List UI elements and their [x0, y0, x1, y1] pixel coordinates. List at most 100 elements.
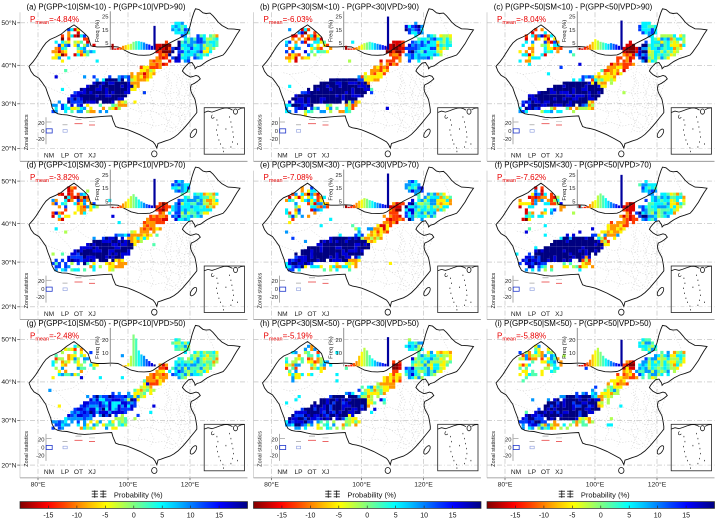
svg-text:LP: LP — [61, 469, 70, 476]
svg-text:OT: OT — [541, 469, 550, 476]
svg-text:LP: LP — [528, 469, 537, 476]
svg-text:15: 15 — [569, 186, 575, 192]
svg-text:0: 0 — [365, 513, 369, 520]
svg-text:XJ: XJ — [555, 469, 563, 476]
svg-text:-15: -15 — [277, 513, 287, 520]
svg-text:20: 20 — [272, 437, 278, 443]
svg-text:15: 15 — [336, 28, 342, 34]
svg-text:NM: NM — [44, 469, 54, 476]
svg-text:10: 10 — [102, 351, 108, 357]
svg-text:-20: -20 — [503, 453, 511, 459]
svg-text:Pmean=-7.62%: Pmean=-7.62% — [497, 173, 546, 184]
svg-text:5: 5 — [572, 199, 575, 205]
svg-text:15: 15 — [449, 513, 457, 520]
svg-text:NM: NM — [511, 311, 521, 318]
svg-text:-20: -20 — [270, 137, 278, 143]
svg-text:100°E: 100°E — [119, 480, 138, 488]
svg-text:OT: OT — [307, 153, 316, 160]
svg-text:25: 25 — [102, 15, 108, 21]
svg-text:OT: OT — [74, 469, 83, 476]
svg-text:5: 5 — [339, 199, 342, 205]
svg-text:Freq (%): Freq (%) — [329, 336, 335, 359]
svg-text:30°N: 30°N — [1, 100, 16, 108]
svg-text:LP: LP — [294, 469, 303, 476]
svg-text:0: 0 — [275, 129, 278, 135]
svg-text:15: 15 — [569, 28, 575, 34]
svg-text:Pmean=-4.84%: Pmean=-4.84% — [30, 15, 79, 26]
svg-text:XJ: XJ — [322, 469, 330, 476]
svg-text:Freq (%): Freq (%) — [95, 20, 101, 43]
svg-text:15: 15 — [102, 28, 108, 34]
svg-text:25: 25 — [336, 15, 342, 21]
svg-text:Pmean=-8.04%: Pmean=-8.04% — [497, 15, 546, 26]
svg-text:-10: -10 — [539, 513, 549, 520]
svg-text:LP: LP — [528, 153, 537, 160]
svg-text:0: 0 — [41, 129, 44, 135]
svg-text:OT: OT — [74, 311, 83, 318]
svg-text:-20: -20 — [36, 295, 44, 301]
svg-text:0: 0 — [132, 513, 136, 520]
svg-text:5: 5 — [627, 513, 631, 520]
svg-text:0: 0 — [41, 287, 44, 293]
svg-text:30°N: 30°N — [1, 258, 16, 266]
svg-text:5: 5 — [105, 41, 108, 47]
svg-text:25: 25 — [336, 173, 342, 179]
svg-text:Probability (%): Probability (%) — [114, 491, 163, 500]
svg-text:0: 0 — [41, 445, 44, 451]
svg-text:5: 5 — [572, 41, 575, 47]
svg-text:5: 5 — [339, 41, 342, 47]
svg-text:(b) P(GPP<30|SM<10) - P(GPP<30: (b) P(GPP<30|SM<10) - P(GPP<30|VPD>90) — [260, 2, 419, 11]
svg-text:5: 5 — [160, 513, 164, 520]
svg-text:Pmean=-5.19%: Pmean=-5.19% — [264, 331, 313, 342]
svg-text:Zonal statistics: Zonal statistics — [491, 431, 497, 467]
svg-text:20: 20 — [272, 279, 278, 285]
svg-text:-20: -20 — [36, 137, 44, 143]
svg-text:Zonal statistics: Zonal statistics — [258, 114, 264, 150]
svg-text:20: 20 — [505, 437, 511, 443]
svg-text:OT: OT — [307, 311, 316, 318]
svg-text:20: 20 — [505, 121, 511, 127]
svg-text:10: 10 — [336, 351, 342, 357]
svg-text:20°N: 20°N — [1, 461, 16, 469]
svg-text:Freq (%): Freq (%) — [562, 336, 568, 359]
svg-text:LP: LP — [528, 311, 537, 318]
svg-text:Pmean=-2.48%: Pmean=-2.48% — [30, 331, 79, 342]
svg-text:20: 20 — [336, 338, 342, 344]
svg-text:XJ: XJ — [555, 153, 563, 160]
svg-text:Pmean=-7.08%: Pmean=-7.08% — [264, 173, 313, 184]
svg-text:NM: NM — [511, 153, 521, 160]
svg-text:Probability (%): Probability (%) — [347, 491, 396, 500]
svg-text:XJ: XJ — [322, 311, 330, 318]
svg-text:-20: -20 — [36, 453, 44, 459]
svg-text:Pmean=-6.03%: Pmean=-6.03% — [264, 15, 313, 26]
svg-text:30°N: 30°N — [1, 417, 16, 425]
svg-text:(h) P(GPP<30|SM<50) - P(GPP<30: (h) P(GPP<30|SM<50) - P(GPP<30|VPD>50) — [260, 319, 419, 328]
svg-text:Pmean=-3.82%: Pmean=-3.82% — [30, 173, 79, 184]
svg-text:Zonal statistics: Zonal statistics — [24, 272, 30, 308]
svg-text:100°E: 100°E — [352, 480, 371, 488]
svg-text:Probability (%): Probability (%) — [581, 491, 630, 500]
svg-text:OT: OT — [541, 153, 550, 160]
svg-text:NM: NM — [511, 469, 521, 476]
svg-text:OT: OT — [74, 153, 83, 160]
svg-text:50°N: 50°N — [1, 336, 16, 344]
svg-text:50°N: 50°N — [1, 177, 16, 185]
svg-text:(g) P(GPP<10|SM<50) - P(GPP<10: (g) P(GPP<10|SM<50) - P(GPP<10|VPD>50) — [27, 319, 186, 328]
svg-text:-20: -20 — [270, 295, 278, 301]
svg-text:25: 25 — [569, 15, 575, 21]
svg-text:0: 0 — [508, 445, 511, 451]
svg-text:40°N: 40°N — [1, 378, 16, 386]
svg-text:10: 10 — [569, 351, 575, 357]
svg-text:(i) P(GPP<50|SM<50) - P(GPP<50: (i) P(GPP<50|SM<50) - P(GPP<50|VPD>50) — [495, 319, 652, 328]
svg-text:10: 10 — [420, 513, 428, 520]
svg-text:(e) P(GPP<30|SM<30) - P(GPP<30: (e) P(GPP<30|SM<30) - P(GPP<30|VPD>70) — [260, 161, 419, 170]
svg-text:50°N: 50°N — [1, 19, 16, 27]
svg-text:OT: OT — [541, 311, 550, 318]
svg-text:Pmean=-5.88%: Pmean=-5.88% — [497, 331, 546, 342]
svg-text:-5: -5 — [336, 513, 342, 520]
svg-text:LP: LP — [294, 153, 303, 160]
svg-text:5: 5 — [105, 199, 108, 205]
svg-text:40°N: 40°N — [1, 220, 16, 228]
svg-text:80°E: 80°E — [31, 480, 46, 488]
svg-text:120°E: 120°E — [648, 480, 667, 488]
